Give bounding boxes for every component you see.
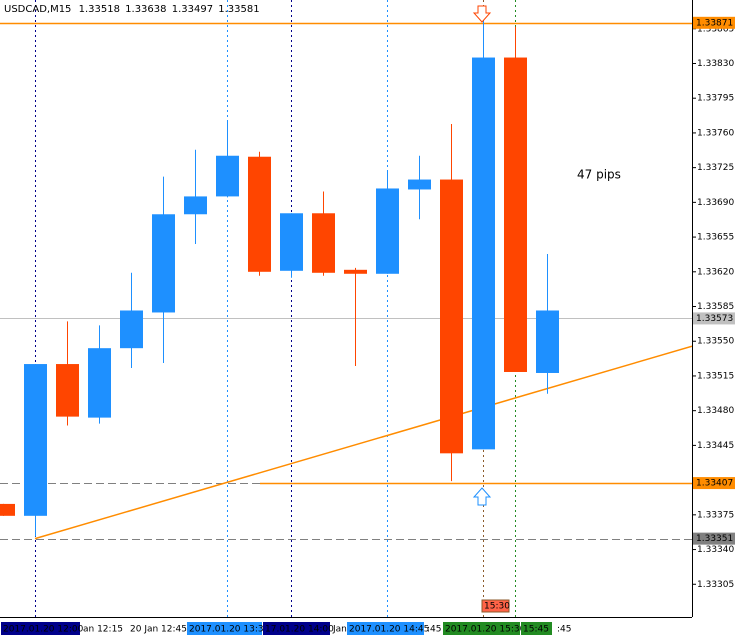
y-tick-label: 1.33305: [697, 580, 734, 590]
y-tick-label: 1.33690: [697, 198, 734, 208]
time-label: 15:45: [523, 625, 549, 635]
y-tick-label: 1.33725: [697, 163, 734, 173]
y-tick-label: 1.33515: [697, 371, 734, 381]
candle-body: [344, 269, 367, 274]
candle-body: [56, 364, 79, 417]
price-label: 1.33573: [696, 314, 733, 324]
y-tick-label: 1.33760: [697, 128, 734, 138]
candle-body: [0, 503, 15, 516]
buy-arrow: [472, 487, 492, 506]
time-label: 2017.01.20 12:00: [3, 625, 84, 635]
candle-body: [248, 156, 271, 272]
time-label: 2017.01.20 15:30: [445, 625, 526, 635]
candle-body: [88, 348, 111, 418]
time-label-box: [263, 622, 330, 635]
price-label: 1.33871: [696, 18, 733, 28]
open: 1.33518: [79, 4, 120, 15]
y-tick-label: 1.33830: [697, 59, 734, 69]
y-tick-label: 1.33585: [697, 302, 734, 312]
time-label: Jan: [332, 625, 347, 635]
price-axis: 1.33865 1.33830 1.33795 1.33760 1.33725 1.336…: [692, 16, 735, 590]
candle-body: [280, 213, 303, 271]
time-label-box: [187, 622, 262, 635]
y-tick-label: 1.33480: [697, 406, 734, 416]
price-label: 1.33407: [696, 479, 733, 489]
candle-body: [504, 57, 527, 372]
y-tick-label: 1.33375: [697, 510, 734, 520]
marker-label-box: [481, 599, 510, 613]
price-label-box: [693, 312, 735, 325]
high: 1.33638: [125, 4, 166, 15]
time-label: :45: [557, 625, 571, 635]
y-tick-label: 1.33795: [697, 94, 734, 104]
candle-body: [472, 57, 495, 450]
candle-body: [24, 364, 47, 516]
low: 1.33497: [172, 4, 213, 15]
candle-body: [216, 155, 239, 197]
y-tick-label: 1.33550: [697, 337, 734, 347]
candle-body: [376, 188, 399, 274]
y-tick-label: 1.33865: [697, 24, 734, 34]
annotation: 47 pips: [577, 168, 621, 182]
price-label: 1.33351: [696, 534, 733, 544]
marker-label: 15:30: [484, 602, 510, 612]
chart-header: USDCAD,M15 1.33518 1.33638 1.33497 1.335…: [4, 4, 260, 15]
sell-arrow: [472, 5, 492, 23]
time-label: an 12:15: [83, 625, 123, 635]
time-label: 2017.01.20 14:45: [349, 625, 429, 635]
price-label-box: [693, 16, 735, 29]
time-label-box: [443, 622, 520, 635]
candle-body: [152, 214, 175, 313]
candle-body: [120, 310, 143, 349]
time-label: 20 Jan 12:45: [130, 625, 187, 635]
time-axis: 2017.01.20 12:00 an 12:15 20 Jan 12:45 2017…: [1, 622, 571, 635]
close: 1.33581: [218, 4, 259, 15]
time-label-box: [1, 622, 80, 635]
y-tick-label: 1.33620: [697, 267, 734, 277]
candle-body: [312, 213, 335, 273]
plot-area: [0, 0, 692, 617]
trend-line: [34, 345, 692, 540]
time-label: 2017.01.20 13:30: [189, 625, 270, 635]
candle-body: [440, 179, 463, 454]
candle-body: [536, 310, 559, 373]
price-label-box: [693, 532, 735, 545]
price-label-box: [693, 477, 735, 490]
time-label-box: [521, 622, 552, 635]
time-label: :45: [427, 625, 441, 635]
symbol: USDCAD,M15: [4, 4, 71, 15]
y-tick-label: 1.33655: [697, 233, 734, 243]
candle-body: [408, 179, 431, 190]
y-tick-label: 1.33340: [697, 545, 734, 555]
y-tick-label: 1.33445: [697, 441, 734, 451]
time-label: 17.01.20 14:00: [265, 625, 334, 635]
time-label-box: [347, 622, 424, 635]
candle-body: [184, 196, 207, 215]
